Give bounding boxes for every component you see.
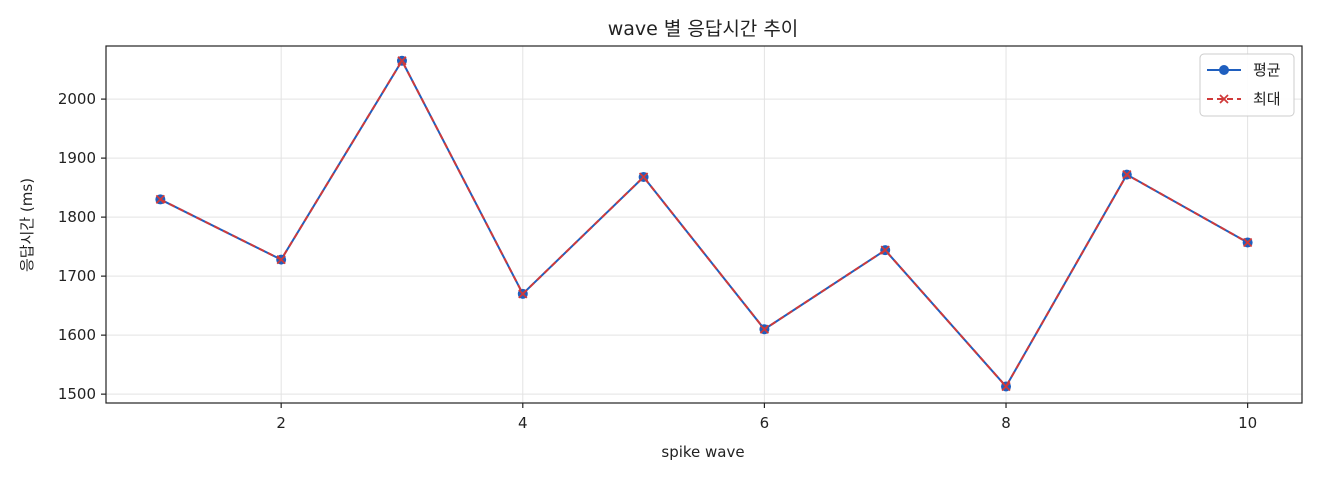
data-point <box>1001 381 1011 392</box>
x-tick-label: 2 <box>276 414 286 432</box>
legend-label: 최대 <box>1253 90 1281 108</box>
marker-stroke <box>1219 94 1229 104</box>
data-point <box>397 56 407 66</box>
marker-stroke <box>276 254 286 265</box>
y-tick-label: 1900 <box>58 149 96 167</box>
series-2 <box>155 56 1253 392</box>
legend-item: 최대 <box>1207 90 1281 108</box>
marker-stroke <box>1001 381 1011 392</box>
marker-stroke <box>155 194 166 205</box>
y-tick-label: 1600 <box>58 326 96 344</box>
data-point <box>276 254 286 265</box>
legend-item: 평균 <box>1207 61 1281 79</box>
marker-stroke <box>1122 170 1132 180</box>
data-point <box>880 245 890 255</box>
y-tick-label: 1500 <box>58 385 96 403</box>
x-tick-label: 8 <box>1001 414 1011 432</box>
legend-label: 평균 <box>1253 61 1281 79</box>
data-point <box>638 172 649 182</box>
series-1 <box>155 55 1253 392</box>
x-tick-label: 10 <box>1238 414 1257 432</box>
x-tick-label: 6 <box>760 414 770 432</box>
data-point <box>518 289 528 299</box>
data-point <box>1122 170 1132 180</box>
marker-stroke <box>759 324 770 334</box>
grid-layer <box>106 46 1302 403</box>
y-tick-label: 1700 <box>58 267 96 285</box>
series-line <box>159 59 1249 388</box>
legend-marker <box>1219 94 1229 104</box>
marker-stroke <box>638 172 649 182</box>
marker-stroke <box>518 289 528 299</box>
chart-title: wave 별 응답시간 추이 <box>608 18 799 40</box>
x-tick-label: 4 <box>518 414 528 432</box>
marker-stroke <box>397 56 407 66</box>
tick-layer: 2 4 6 8 10 1500 1600 1700 1800 1900 2000 <box>58 90 1257 432</box>
marker-stroke <box>1242 237 1253 248</box>
y-tick-label: 1800 <box>58 208 96 226</box>
y-axis-label: 응답시간 (ms) <box>18 178 36 272</box>
plot-frame <box>105 45 1303 404</box>
data-point <box>759 324 770 334</box>
x-axis-label: spike wave <box>661 443 744 461</box>
legend-marker <box>1219 65 1229 75</box>
y-tick-label: 2000 <box>58 90 96 108</box>
series-line <box>159 59 1249 388</box>
data-point <box>1242 237 1253 248</box>
marker-stroke <box>880 245 890 255</box>
series-layer <box>155 55 1253 392</box>
data-point <box>155 194 166 205</box>
